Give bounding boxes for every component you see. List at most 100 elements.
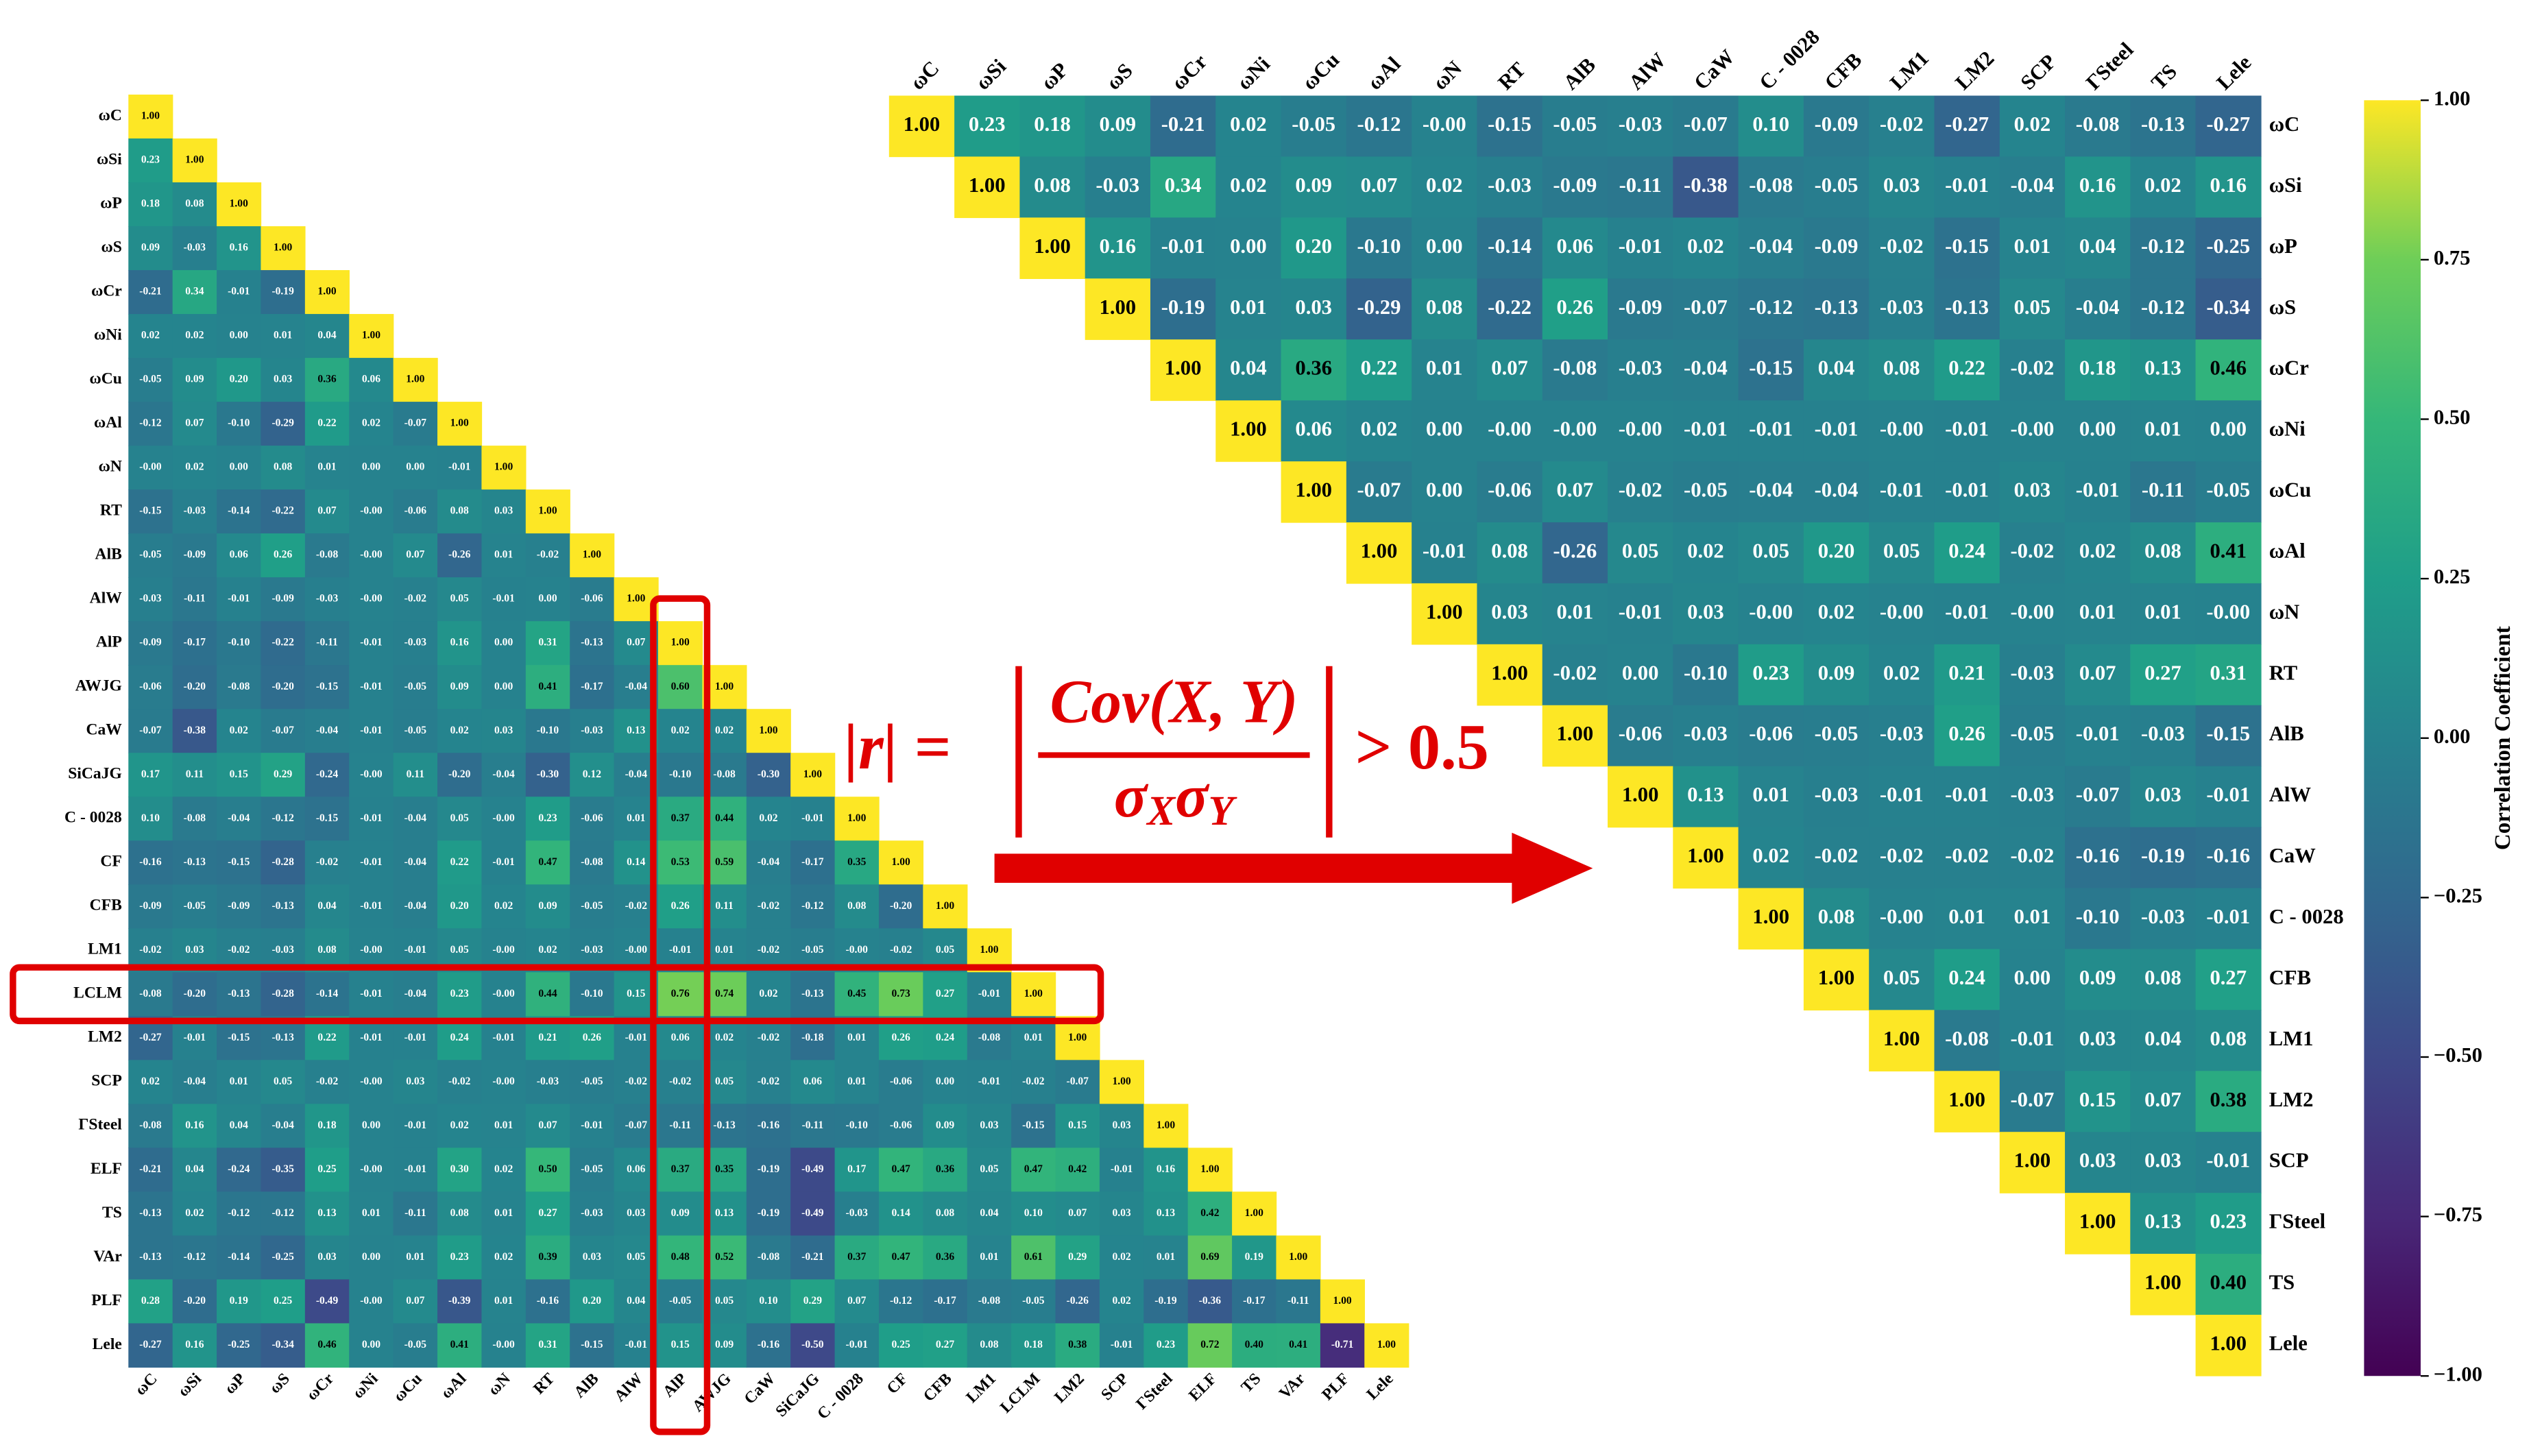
cell-label: 0.22 bbox=[450, 856, 469, 868]
heatmap-cell bbox=[1542, 400, 1608, 462]
heatmap-cell bbox=[261, 314, 306, 359]
heatmap-cell bbox=[437, 1104, 483, 1149]
heatmap-cell bbox=[746, 753, 791, 797]
cell-label: 0.01 bbox=[1024, 1032, 1043, 1043]
cell-label: 0.12 bbox=[583, 768, 601, 780]
cell-label: 0.20 bbox=[450, 900, 469, 912]
cell-label: 0.20 bbox=[1818, 539, 1855, 562]
heatmap-cell bbox=[1542, 461, 1608, 523]
cell-label: -0.19 bbox=[758, 1163, 780, 1175]
heatmap-cell bbox=[1144, 1104, 1189, 1149]
heatmap-cell bbox=[261, 665, 306, 709]
cell-label: 1.00 bbox=[1024, 988, 1043, 999]
heatmap-cell bbox=[790, 884, 836, 929]
cell-label: 0.39 bbox=[538, 1251, 557, 1263]
heatmap-cell bbox=[393, 1104, 438, 1149]
cell-label: 0.26 bbox=[671, 900, 690, 912]
heatmap-cell bbox=[1542, 644, 1608, 706]
heatmap-cell bbox=[393, 884, 438, 929]
heatmap-cell bbox=[2195, 339, 2262, 401]
cell-label: -0.06 bbox=[1619, 722, 1662, 745]
heatmap-cell bbox=[217, 182, 262, 227]
cell-label: 1.00 bbox=[1034, 234, 1071, 258]
heatmap-cell bbox=[349, 972, 394, 1017]
cell-label: 0.13 bbox=[1687, 783, 1724, 806]
heatmap-cell bbox=[1673, 95, 1739, 158]
heatmap-cell bbox=[128, 884, 173, 929]
cell-label: 0.00 bbox=[1426, 478, 1463, 502]
heatmap-cell bbox=[967, 1191, 1012, 1237]
cell-label: 0.18 bbox=[317, 1119, 336, 1131]
cell-label: 0.26 bbox=[1557, 295, 1594, 319]
cell-label: 0.04 bbox=[1230, 356, 1267, 380]
heatmap-cell bbox=[1055, 1060, 1100, 1105]
cell-label: 0.13 bbox=[1157, 1207, 1175, 1219]
cell-label: 0.09 bbox=[141, 242, 160, 254]
cell-label: -0.04 bbox=[404, 812, 427, 824]
heatmap-cell bbox=[1738, 95, 1804, 158]
cell-label: -0.00 bbox=[2010, 417, 2054, 441]
cell-label: -0.05 bbox=[404, 1339, 427, 1350]
cell-label: 0.02 bbox=[1361, 417, 1398, 441]
cell-label: 0.24 bbox=[936, 1032, 954, 1043]
heatmap-cell bbox=[967, 1279, 1012, 1324]
heatmap-cell bbox=[746, 840, 791, 885]
heatmap-cell bbox=[393, 1191, 438, 1237]
heatmap-cell bbox=[261, 226, 306, 271]
cell-label: 0.01 bbox=[627, 812, 645, 824]
heatmap-cell bbox=[657, 1323, 703, 1368]
cell-label: 0.50 bbox=[538, 1163, 557, 1175]
cell-label: 0.74 bbox=[715, 988, 734, 999]
cell-label: 0.35 bbox=[847, 856, 866, 868]
heatmap-cell bbox=[1738, 583, 1804, 645]
cell-label: 0.01 bbox=[1948, 905, 1985, 928]
row-label: ωAl bbox=[2269, 539, 2306, 562]
cell-label: -0.38 bbox=[1684, 173, 1728, 197]
heatmap-cell bbox=[525, 1235, 570, 1281]
column-label: RT bbox=[530, 1370, 558, 1398]
cell-label: 1.00 bbox=[1948, 1088, 1985, 1111]
cell-label: -0.01 bbox=[404, 1119, 426, 1131]
cell-label: -0.09 bbox=[139, 637, 162, 648]
heatmap-cell bbox=[217, 270, 262, 315]
heatmap-cell bbox=[172, 446, 217, 490]
heatmap-cell bbox=[1999, 766, 2066, 828]
formula-numerator: Cov(X, Y) bbox=[1050, 668, 1298, 736]
cell-label: 1.00 bbox=[1289, 1251, 1307, 1263]
heatmap-cell bbox=[1412, 95, 1478, 158]
cell-label: -0.01 bbox=[360, 988, 382, 999]
cell-label: 1.00 bbox=[1295, 478, 1332, 502]
heatmap-cell bbox=[834, 1191, 880, 1237]
row-label: CF bbox=[100, 853, 121, 871]
heatmap-cell bbox=[790, 1148, 836, 1193]
cell-label: 0.00 bbox=[362, 1119, 380, 1131]
cell-label: -0.17 bbox=[1243, 1295, 1266, 1307]
heatmap-cell bbox=[1144, 1235, 1189, 1281]
cell-label: -0.14 bbox=[1488, 234, 1532, 258]
column-label: ELF bbox=[1185, 1370, 1220, 1405]
cell-label: -0.13 bbox=[2141, 112, 2185, 136]
cell-label: 0.13 bbox=[2144, 1210, 2181, 1233]
heatmap-cell bbox=[1673, 339, 1739, 401]
heatmap-cell bbox=[437, 1235, 483, 1281]
heatmap-cell bbox=[923, 1235, 968, 1281]
heatmap-cell bbox=[2195, 400, 2262, 462]
cell-label: -0.02 bbox=[448, 1076, 471, 1087]
column-label: AlW bbox=[611, 1370, 646, 1405]
heatmap-cell bbox=[481, 1279, 527, 1324]
heatmap-cell bbox=[1215, 156, 1282, 219]
cell-label: 0.08 bbox=[2144, 539, 2181, 562]
heatmap-cell bbox=[172, 270, 217, 315]
cell-label: 0.01 bbox=[494, 549, 513, 561]
row-label: ωP bbox=[2269, 234, 2297, 258]
heatmap-cell bbox=[1187, 1279, 1233, 1324]
row-label: AlW bbox=[2269, 783, 2312, 806]
cell-label: -0.01 bbox=[360, 1032, 382, 1043]
cell-label: 0.00 bbox=[2210, 417, 2247, 441]
cell-label: 0.13 bbox=[715, 1207, 734, 1219]
column-label: ωC bbox=[132, 1370, 161, 1399]
cell-label: 0.00 bbox=[1426, 234, 1463, 258]
cell-label: -0.34 bbox=[2206, 295, 2250, 319]
heatmap-cell bbox=[304, 753, 350, 797]
cell-label: 0.16 bbox=[450, 637, 469, 648]
